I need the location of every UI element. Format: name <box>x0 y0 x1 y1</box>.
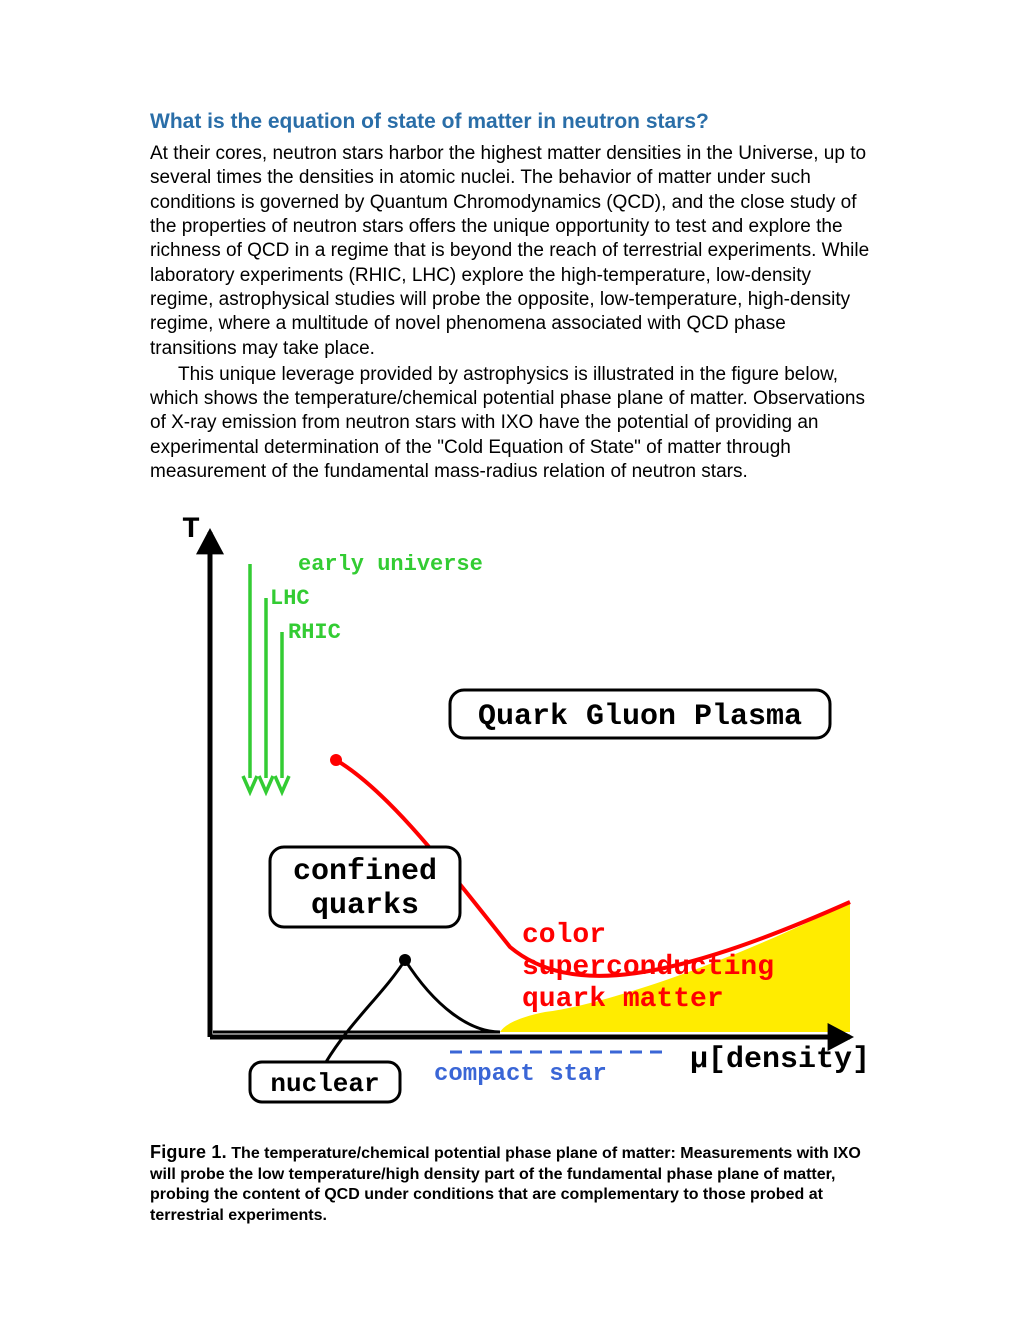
figure-caption: Figure 1. The temperature/chemical poten… <box>150 1141 870 1226</box>
section-heading: What is the equation of state of matter … <box>150 110 870 134</box>
paragraph-1: At their cores, neutron stars harbor the… <box>150 142 870 361</box>
qgp-label-text: Quark Gluon Plasma <box>478 700 802 734</box>
confined-label-line: confined <box>293 855 437 889</box>
color-sc-line: superconducting <box>522 952 774 983</box>
confined-label-line: quarks <box>311 889 419 923</box>
phase-diagram-svg: T μ[density] early universe LHC RHIC Quark… <box>150 502 870 1122</box>
color-sc-line: quark matter <box>522 984 724 1015</box>
figure-1: T μ[density] early universe LHC RHIC Quark… <box>150 502 870 1226</box>
green-arrow-label: early universe <box>298 552 483 577</box>
mu-symbol: μ[ <box>690 1043 726 1077</box>
green-arrow-label: RHIC <box>288 620 341 645</box>
red-critical-point <box>330 754 342 766</box>
figure-caption-text: The temperature/chemical potential phase… <box>150 1145 861 1223</box>
nuclear-point-dot <box>399 954 411 966</box>
x-axis-label: μ[density] <box>690 1043 870 1077</box>
body-text: At their cores, neutron stars harbor the… <box>150 142 870 484</box>
paragraph-2: This unique leverage provided by astroph… <box>150 363 870 485</box>
y-axis-label: T <box>182 513 200 547</box>
density-word: density <box>726 1043 852 1077</box>
figure-label: Figure 1. <box>150 1142 227 1162</box>
color-sc-line: color <box>522 920 606 951</box>
confined-label-text: confinedquarks <box>293 855 437 923</box>
compact-star-label: compact star <box>434 1061 607 1088</box>
nuclear-label-text: nuclear <box>270 1069 379 1099</box>
green-arrow-label: LHC <box>270 586 310 611</box>
